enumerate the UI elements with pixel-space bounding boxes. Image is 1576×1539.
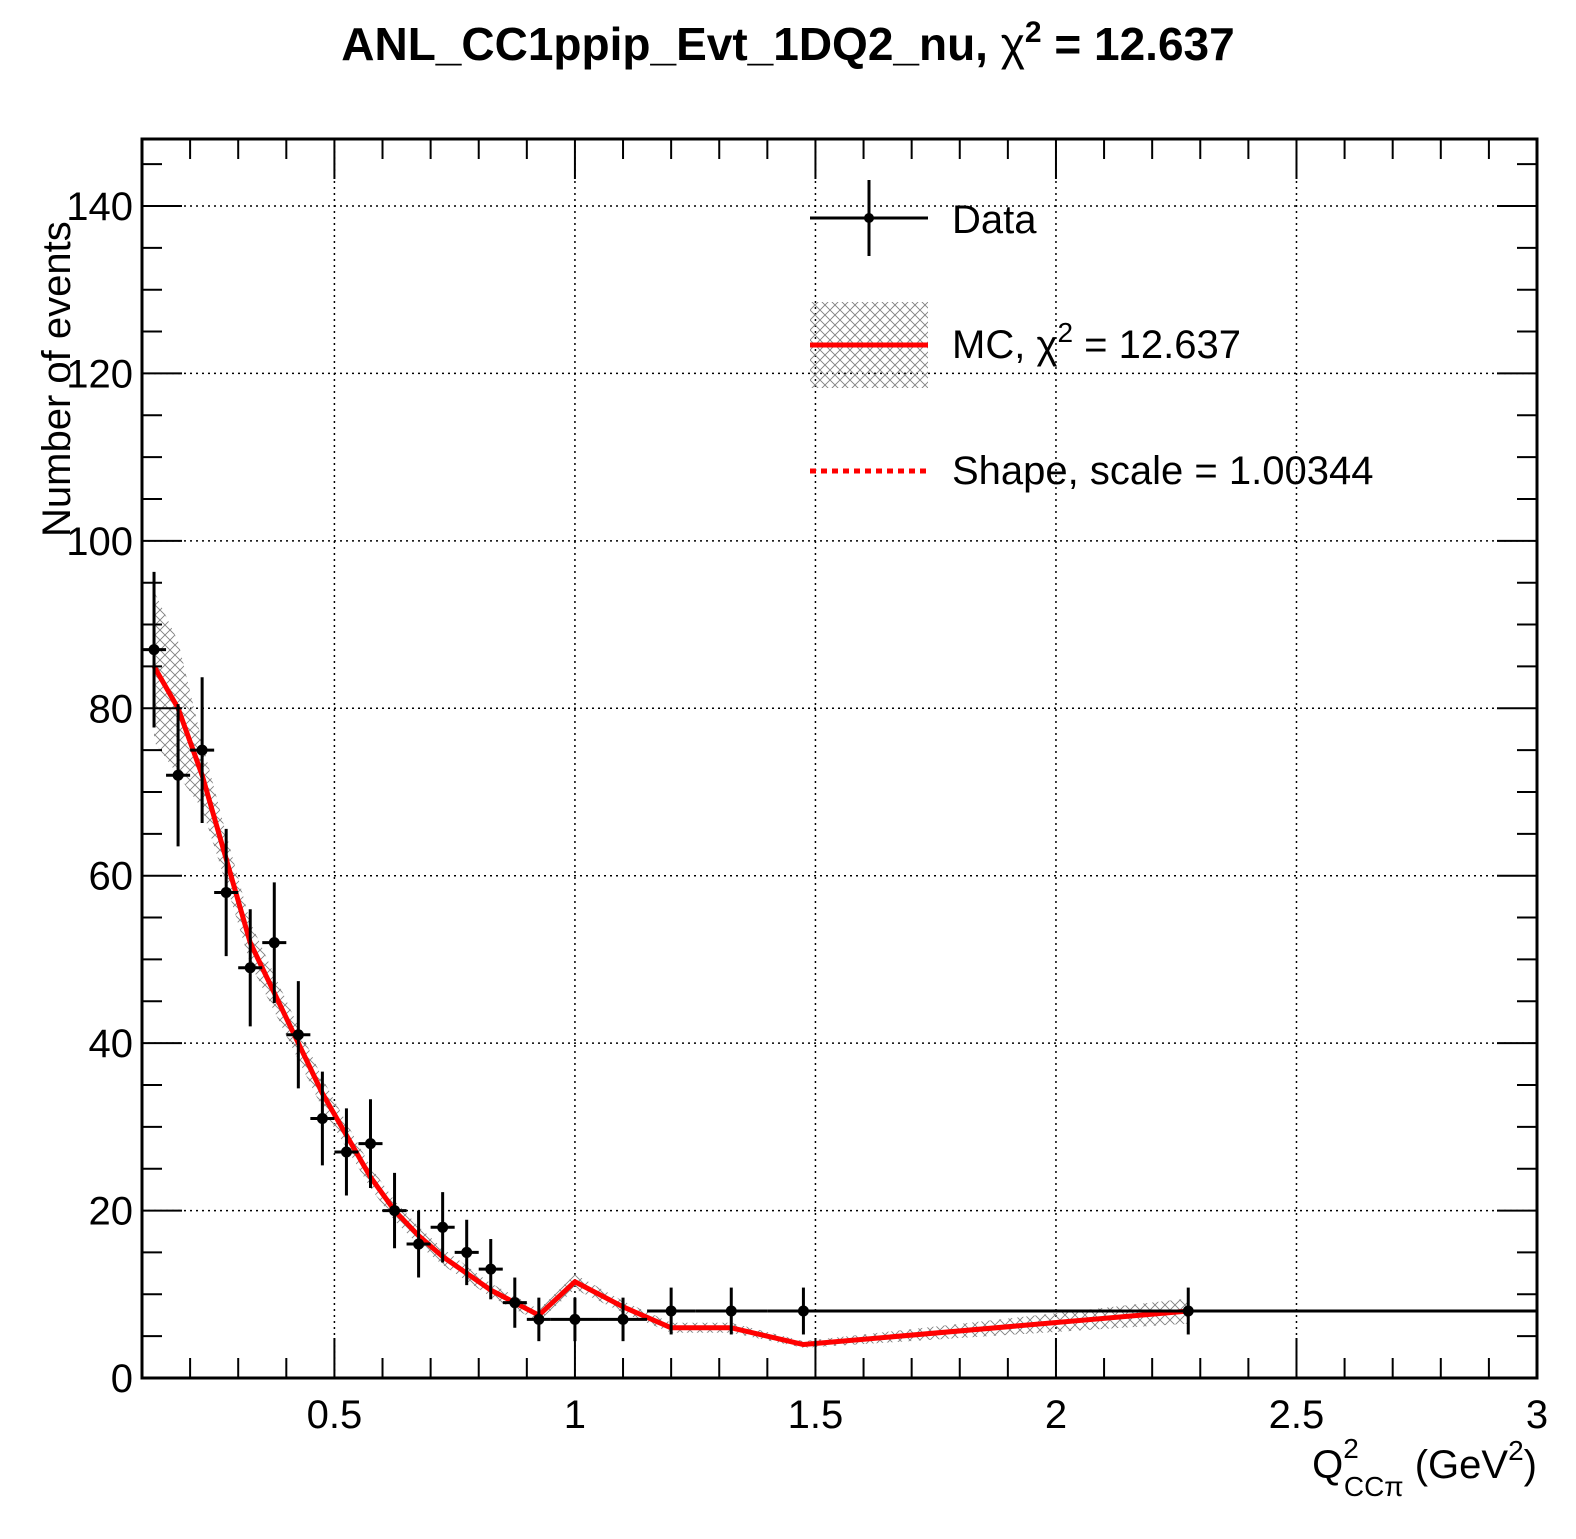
legend-entry-shape: Shape, scale = 1.00344	[810, 449, 1373, 493]
x-axis-title: Q2 CCπ (GeV2)	[1312, 1433, 1537, 1502]
data-point	[220, 886, 232, 898]
data-point	[617, 1313, 629, 1325]
data-point-group	[214, 828, 239, 957]
data-point	[569, 1313, 581, 1325]
data-point-group	[502, 1277, 527, 1328]
x-tick-label: 1.5	[788, 1393, 844, 1437]
data-point-group	[334, 1108, 359, 1196]
data-point	[292, 1029, 304, 1041]
mc-uncertainty-band	[154, 591, 1189, 1348]
data-point-group	[262, 882, 287, 1003]
data-point-group	[382, 1172, 407, 1249]
y-axis-title: Number of events	[35, 221, 79, 537]
mc-polyline	[151, 665, 1189, 1348]
data-point	[1182, 1305, 1194, 1317]
data-point-group	[430, 1192, 455, 1263]
data-point-group	[478, 1239, 503, 1300]
legend-label-data: Data	[952, 198, 1037, 242]
data-point-group	[166, 704, 191, 847]
legend-label-mc: MC, χ2 = 12.637	[952, 317, 1241, 367]
y-tick-labels: 0 20 40 60 80 100 120 140	[66, 185, 133, 1401]
data-point-group	[454, 1219, 479, 1286]
y-tick-label: 20	[89, 1190, 134, 1234]
y-tick-label: 0	[111, 1357, 133, 1401]
data-point	[268, 937, 280, 949]
chart-title: ANL_CC1ppip_Evt_1DQ2_nu, χ2 = 12.637	[341, 16, 1234, 70]
data-point	[725, 1305, 737, 1317]
data-point	[413, 1238, 425, 1250]
x-tick-label: 1	[564, 1393, 586, 1437]
data-points	[142, 571, 1537, 1342]
data-point-group	[406, 1210, 431, 1278]
data-point	[196, 744, 208, 756]
data-point	[665, 1305, 677, 1317]
data-point	[461, 1246, 473, 1258]
y-tick-label: 140	[66, 185, 133, 229]
data-point-group	[142, 571, 167, 728]
data-point	[148, 644, 160, 656]
data-point-group	[647, 1287, 696, 1335]
data-point	[389, 1205, 401, 1217]
data-point-group	[190, 677, 215, 823]
y-tick-label: 80	[89, 687, 134, 731]
y-tick-label: 40	[89, 1022, 134, 1066]
legend-entry-data: Data	[810, 180, 1037, 256]
data-point	[172, 769, 184, 781]
legend-label-shape: Shape, scale = 1.00344	[952, 449, 1373, 493]
x-tick-label: 0.5	[307, 1393, 363, 1437]
legend-entry-mc: MC, χ2 = 12.637	[810, 302, 1241, 388]
y-tick-label: 120	[66, 352, 133, 396]
plot-frame	[140, 137, 1539, 1380]
mc-line	[151, 665, 1189, 1348]
x-tick-label: 3	[1526, 1393, 1548, 1437]
mc-band-area	[154, 591, 1189, 1348]
data-point-group	[358, 1099, 383, 1188]
data-point	[533, 1313, 545, 1325]
data-point-group	[310, 1071, 335, 1166]
x-tick-labels: 0.5 1 1.5 2 2.5 3	[307, 1393, 1549, 1437]
legend-data-marker	[864, 213, 874, 223]
data-point	[797, 1305, 809, 1317]
data-point	[340, 1146, 352, 1158]
legend: Data MC, χ2 = 12.637 Shape, scale = 1.00…	[810, 180, 1373, 493]
data-point-group	[598, 1297, 648, 1342]
data-point	[437, 1221, 449, 1233]
y-tick-label: 100	[66, 520, 133, 564]
data-point-group	[695, 1287, 768, 1335]
data-point	[244, 962, 256, 974]
data-point-group	[286, 981, 311, 1089]
y-tick-label: 60	[89, 855, 134, 899]
data-point	[485, 1263, 497, 1275]
data-point-group	[550, 1297, 599, 1342]
axis-ticks	[142, 139, 1538, 1379]
data-point	[364, 1138, 376, 1150]
x-tick-label: 2	[1045, 1393, 1067, 1437]
data-point-group	[238, 909, 263, 1027]
data-point-group	[767, 1287, 840, 1335]
data-point	[316, 1112, 328, 1124]
data-point	[509, 1297, 521, 1309]
data-point-group	[526, 1297, 551, 1342]
data-point-group	[839, 1287, 1537, 1335]
x-tick-label: 2.5	[1269, 1393, 1325, 1437]
